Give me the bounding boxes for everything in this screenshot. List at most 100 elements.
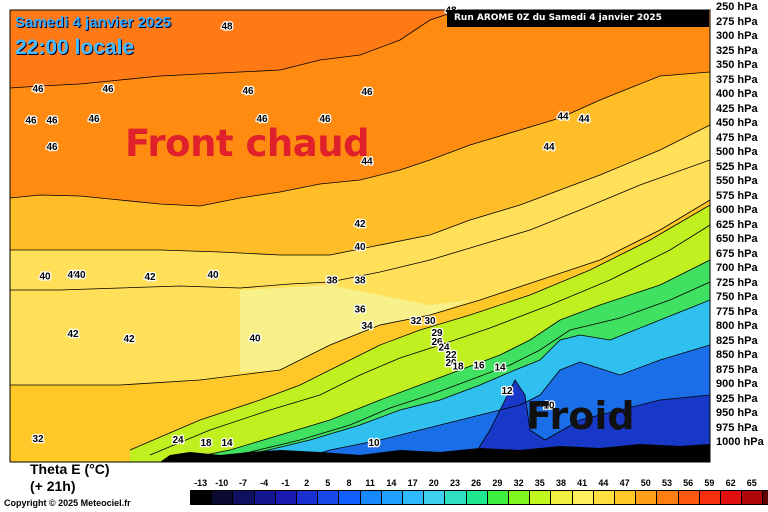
isotherm-label: 46 (102, 84, 114, 95)
layer-38 (240, 285, 470, 372)
isotherm-label: 46 (256, 114, 268, 125)
pressure-level-label: 500 hPa (716, 146, 758, 158)
colorbar-label: 68 (758, 478, 768, 488)
colorbar-label: -10 (215, 478, 229, 488)
isotherm-label: 40 (74, 270, 86, 281)
colorbar-label: 2 (304, 478, 310, 488)
pressure-level-label: 275 hPa (716, 15, 758, 28)
colorbar-label: -13 (194, 478, 208, 488)
pressure-level-label: 425 hPa (716, 102, 758, 115)
colorbar-label: 11 (365, 478, 375, 488)
colorbar-swatch (359, 490, 382, 505)
pressure-level-label: 625 hPa (716, 218, 758, 231)
isotherm-label: 10 (368, 438, 380, 449)
colorbar-label: 23 (449, 478, 460, 488)
isotherm-label: 40 (354, 242, 366, 253)
isotherm-label: 46 (46, 142, 58, 153)
isotherm-label: 30 (424, 316, 436, 327)
terrain (160, 444, 710, 462)
isotherm-label: 38 (354, 276, 366, 287)
pressure-level-label: 250 hPa (716, 1, 758, 13)
isotherm-label: 14 (221, 438, 233, 449)
isotherm-label: 40 (207, 270, 219, 281)
colorbar-swatch (274, 490, 297, 505)
isotherm-label: 46 (242, 86, 254, 97)
isotherm-label: 38 (326, 276, 338, 287)
pressure-level-label: 725 hPa (716, 276, 758, 289)
isotherm-label: 46 (361, 87, 373, 98)
colorbar-swatch (486, 490, 509, 505)
colorbar-swatch (190, 490, 213, 505)
colorbar-label: 32 (513, 478, 524, 488)
isotherm-label: 42 (67, 329, 79, 340)
pressure-level-label: 675 hPa (716, 247, 758, 260)
isotherm-label: 10 (543, 400, 555, 411)
colorbar-label: 56 (683, 478, 694, 488)
isotherm-label: 18 (200, 438, 212, 449)
colorbar-label: -4 (260, 478, 269, 488)
colorbar-label: 44 (598, 478, 609, 488)
isotherm-label: 42 (123, 334, 135, 345)
colorbar-swatch (571, 490, 594, 505)
colorbar-label: 5 (325, 478, 331, 488)
colorbar-label: 50 (640, 478, 651, 488)
isotherm-label: 12 (501, 386, 513, 397)
layer-40 (10, 125, 710, 385)
isotherm-label: 46 (32, 84, 44, 95)
colorbar-swatch (550, 490, 573, 505)
colorbar-swatch (529, 490, 552, 505)
isotherm-labels: 4848464646464646464646464444444442404040… (24, 4, 591, 450)
theta-e-field (10, 10, 710, 462)
pressure-level-label: 1000 hPa (716, 436, 764, 448)
pressure-level-label: 325 hPa (716, 44, 758, 57)
colorbar-swatch (317, 490, 340, 505)
pressure-level-label: 750 hPa (716, 291, 758, 303)
pressure-level-label: 925 hPa (716, 392, 758, 405)
lead-time: (+ 21h) (30, 478, 76, 494)
isotherm-label: 44 (361, 157, 373, 168)
colorbar-label: 47 (619, 478, 630, 488)
pressure-level-label: 875 hPa (716, 363, 758, 376)
layer-44 (10, 72, 710, 255)
isotherm-label: 44 (578, 114, 590, 125)
pressure-level-label: 850 hPa (716, 349, 758, 361)
layer-20 (210, 300, 710, 462)
colorbar-swatch (380, 490, 403, 505)
colorbar-swatch (592, 490, 615, 505)
isotherm-label: 14 (494, 363, 506, 374)
colorbar-label: 14 (386, 478, 397, 488)
warm-layer-48 (10, 10, 460, 88)
colorbar-label: -1 (281, 478, 290, 488)
colorbar-label: 29 (492, 478, 503, 488)
colorbar-swatch (296, 490, 319, 505)
colorbar-label: 65 (746, 478, 757, 488)
pressure-level-label: 650 hPa (716, 233, 758, 245)
colorbar-swatch (762, 490, 768, 505)
colorbar-swatch (698, 490, 721, 505)
colorbar-label: 38 (555, 478, 566, 488)
pressure-level-label: 700 hPa (716, 262, 758, 274)
pressure-level-label: 950 hPa (716, 407, 758, 419)
pressure-level-label: 300 hPa (716, 30, 758, 42)
front-annotation: Front chaud (125, 122, 370, 165)
pressure-level-label: 800 hPa (716, 320, 758, 332)
time-title: 22:00 locale (15, 36, 135, 59)
isotherm-label: 46 (46, 116, 58, 127)
isotherm-label: 40 (249, 334, 261, 345)
colorbar-swatch (253, 490, 276, 505)
isotherm-label: 26 (431, 337, 443, 348)
colorbar-label: -7 (238, 478, 247, 488)
layer-35 (130, 205, 710, 462)
colorbar-label: 35 (534, 478, 545, 488)
colorbar-swatch (677, 490, 700, 505)
pressure-level-label: 550 hPa (716, 175, 758, 187)
pressure-level-label: 775 hPa (716, 305, 758, 318)
pressure-level-label: 825 hPa (716, 334, 758, 347)
colorbar-swatch (635, 490, 658, 505)
isotherm-label: 34 (361, 321, 373, 332)
pressure-level-label: 350 hPa (716, 59, 758, 71)
isotherm-label: 20 (445, 358, 457, 369)
isotherm-label: 46 (25, 116, 37, 127)
pressure-level-label: 475 hPa (716, 131, 758, 144)
colorbar-swatch (444, 490, 467, 505)
